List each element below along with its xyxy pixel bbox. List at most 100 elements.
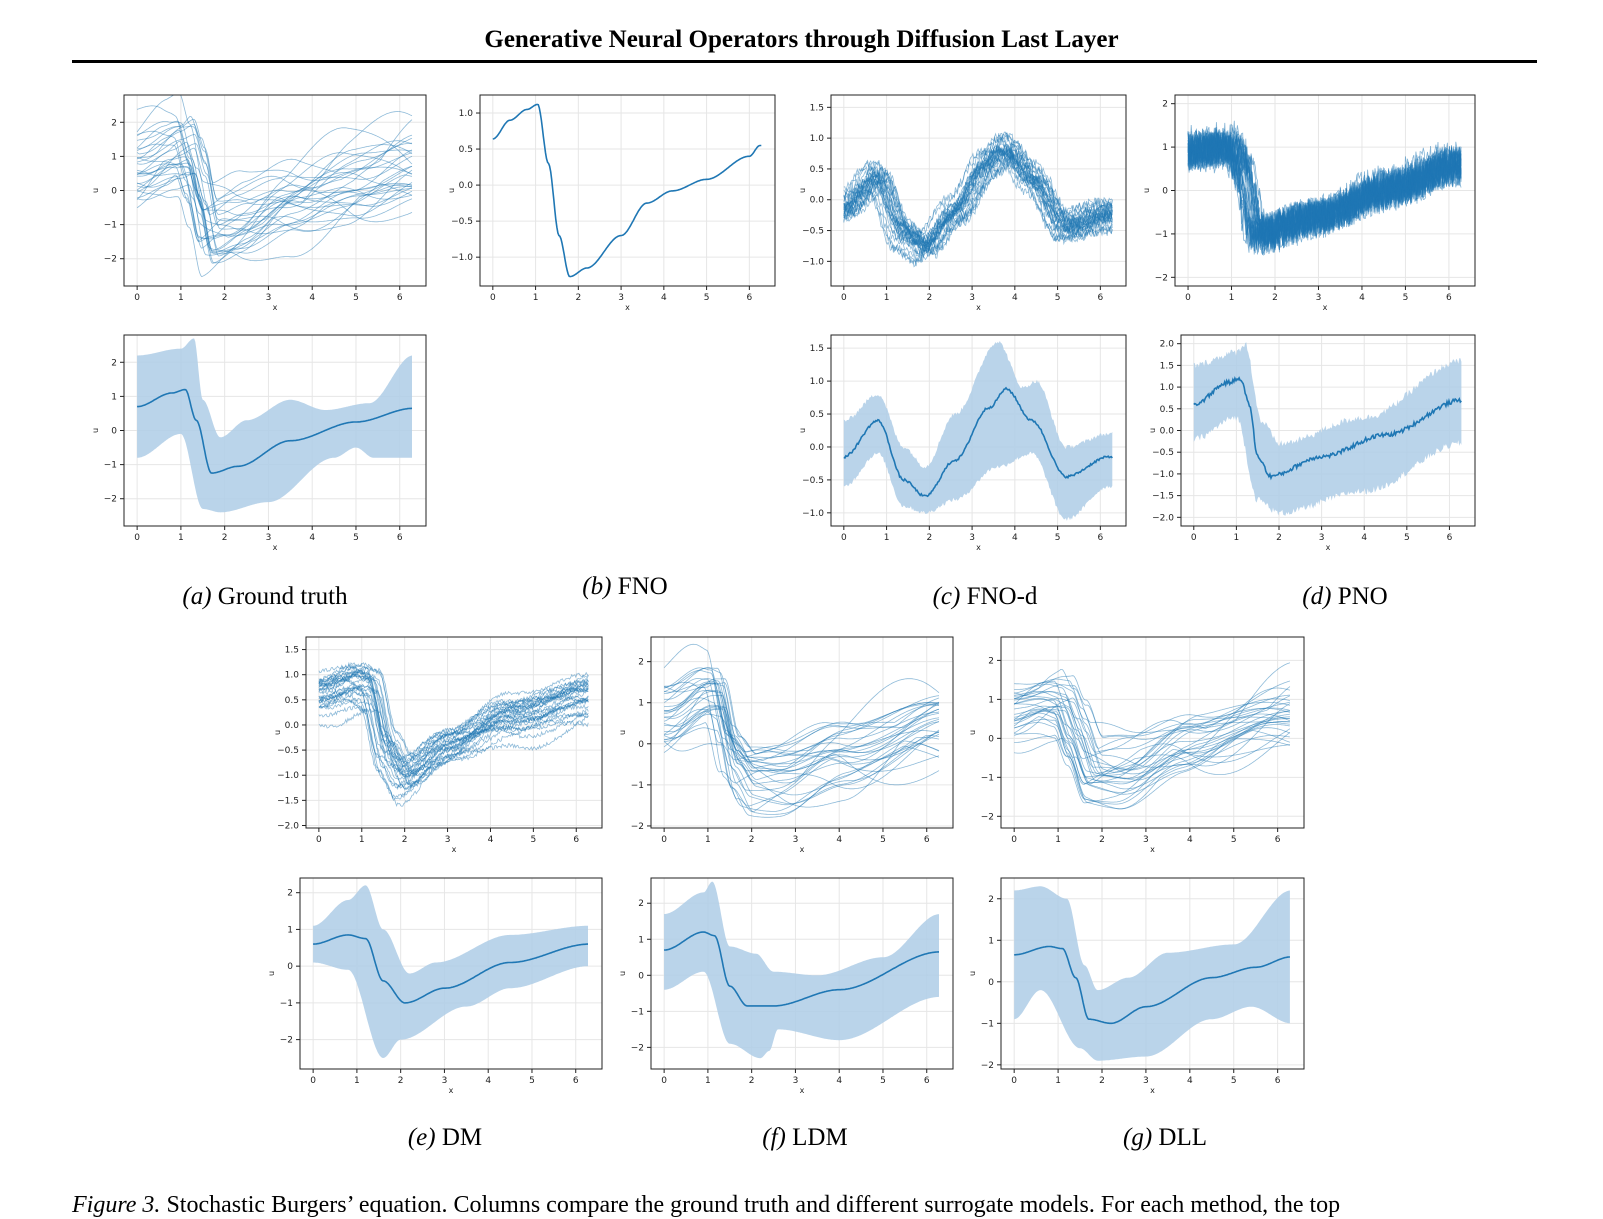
x-tick-label: 1 bbox=[1229, 293, 1235, 303]
sample-path bbox=[1014, 728, 1291, 785]
sample-path bbox=[1014, 733, 1290, 804]
y-tick-label: −0.5 bbox=[277, 746, 299, 756]
x-tick-label: 3 bbox=[1143, 835, 1149, 845]
confidence-band bbox=[664, 881, 939, 1059]
x-tick-label: 1 bbox=[1055, 1076, 1061, 1086]
sample-path bbox=[663, 681, 940, 761]
x-tick-label: 0 bbox=[490, 293, 496, 303]
x-tick-label: 0 bbox=[134, 533, 140, 543]
sample-path bbox=[664, 691, 940, 772]
chart-c-bot: 0 1 2 3 4 5 6 −1.0 −0.5 0.0 0.5 1.0 1.5 x u bbox=[798, 334, 1127, 552]
x-tick-label: 4 bbox=[661, 293, 667, 303]
y-tick-label: −2 bbox=[104, 255, 117, 265]
sample-path bbox=[136, 123, 413, 200]
x-tick-label: 1 bbox=[884, 293, 890, 303]
x-tick-label: 6 bbox=[1275, 1076, 1281, 1086]
y-tick-label: 1 bbox=[988, 695, 994, 705]
y-axis-label: u bbox=[91, 188, 100, 193]
sample-path bbox=[136, 121, 413, 231]
y-tick-label: −1 bbox=[1155, 230, 1168, 240]
plot-area bbox=[843, 341, 1113, 521]
y-axis-label: u bbox=[798, 428, 807, 433]
sample-path bbox=[136, 120, 413, 216]
y-axis-label: u bbox=[1148, 428, 1157, 433]
x-axis-label: x bbox=[1323, 303, 1328, 312]
x-tick-label: 3 bbox=[266, 533, 272, 543]
y-tick-label: −1.5 bbox=[1152, 492, 1174, 502]
header-rule bbox=[72, 60, 1537, 63]
subcaption-d: (d) PNO bbox=[1302, 583, 1388, 610]
x-tick-label: 1 bbox=[1234, 533, 1240, 543]
y-tick-label: 1.5 bbox=[810, 103, 824, 113]
x-tick-label: 3 bbox=[793, 835, 799, 845]
x-tick-label: 3 bbox=[1316, 293, 1322, 303]
x-tick-label: 0 bbox=[134, 293, 140, 303]
y-axis-label: u bbox=[267, 971, 276, 976]
sample-path bbox=[664, 707, 940, 805]
x-tick-label: 4 bbox=[1361, 533, 1367, 543]
y-tick-label: 0 bbox=[111, 427, 117, 437]
sample-path bbox=[663, 741, 940, 813]
plot-area bbox=[1014, 886, 1290, 1061]
axes-frame bbox=[650, 877, 954, 1070]
plot-area bbox=[664, 881, 939, 1059]
x-tick-label: 4 bbox=[1012, 533, 1018, 543]
axes-frame bbox=[299, 877, 603, 1070]
sample-path bbox=[1014, 675, 1291, 737]
chart-f-top: 0 1 2 3 4 5 6 −2 −1 0 1 2 x u bbox=[618, 636, 954, 854]
sample-path bbox=[136, 129, 412, 210]
y-tick-label: 1 bbox=[638, 699, 644, 709]
sample-path bbox=[137, 159, 413, 253]
x-tick-label: 6 bbox=[573, 1076, 579, 1086]
x-tick-label: 2 bbox=[749, 1076, 755, 1086]
x-tick-label: 5 bbox=[1231, 835, 1237, 845]
x-tick-label: 2 bbox=[926, 293, 932, 303]
sample-path bbox=[843, 146, 1113, 255]
sample-path bbox=[318, 685, 589, 773]
x-tick-label: 5 bbox=[353, 293, 359, 303]
sample-path bbox=[137, 115, 413, 184]
x-tick-label: 4 bbox=[485, 1076, 491, 1086]
plot-area bbox=[663, 643, 940, 818]
plot-area bbox=[492, 103, 762, 278]
sample-path bbox=[318, 676, 589, 789]
confidence-band bbox=[1193, 342, 1462, 516]
sample-path bbox=[318, 662, 589, 777]
axes-frame bbox=[830, 334, 1127, 527]
y-tick-label: 1.5 bbox=[1160, 361, 1174, 371]
x-tick-label: 3 bbox=[793, 1076, 799, 1086]
x-tick-label: 0 bbox=[1011, 835, 1017, 845]
y-axis-label: u bbox=[91, 428, 100, 433]
x-tick-label: 2 bbox=[222, 533, 228, 543]
figure-caption-text: Stochastic Burgers’ equation. Columns co… bbox=[166, 1192, 1341, 1218]
x-tick-label: 5 bbox=[1055, 533, 1061, 543]
sample-path bbox=[663, 689, 939, 808]
y-tick-label: −2 bbox=[981, 812, 994, 822]
mean-line bbox=[137, 388, 413, 474]
y-tick-label: 1.0 bbox=[285, 671, 300, 681]
y-tick-label: −0.5 bbox=[451, 217, 473, 227]
sample-path bbox=[1187, 133, 1462, 253]
sample-path bbox=[318, 697, 589, 791]
x-tick-label: 3 bbox=[1319, 533, 1325, 543]
y-tick-label: 0.5 bbox=[1160, 405, 1174, 415]
y-tick-label: −1.0 bbox=[802, 257, 824, 267]
y-tick-label: −0.5 bbox=[1152, 448, 1174, 458]
x-axis-label: x bbox=[452, 845, 457, 854]
x-tick-label: 1 bbox=[884, 533, 890, 543]
y-tick-label: 1.0 bbox=[810, 134, 825, 144]
chart-f-bot: 0 1 2 3 4 5 6 −2 −1 0 1 2 x u bbox=[618, 877, 954, 1095]
sample-path bbox=[136, 169, 413, 242]
axes-frame bbox=[479, 94, 776, 287]
prediction-line bbox=[492, 103, 762, 278]
subcaption-b: (b) FNO bbox=[582, 573, 668, 600]
sample-path bbox=[663, 708, 940, 812]
y-tick-label: 0 bbox=[988, 734, 994, 744]
x-tick-label: 4 bbox=[1187, 1076, 1193, 1086]
x-tick-label: 1 bbox=[705, 835, 711, 845]
y-tick-label: 0 bbox=[988, 978, 994, 988]
sample-path bbox=[137, 166, 412, 254]
sample-path bbox=[663, 670, 940, 767]
x-tick-label: 2 bbox=[575, 293, 581, 303]
x-tick-label: 3 bbox=[445, 835, 451, 845]
